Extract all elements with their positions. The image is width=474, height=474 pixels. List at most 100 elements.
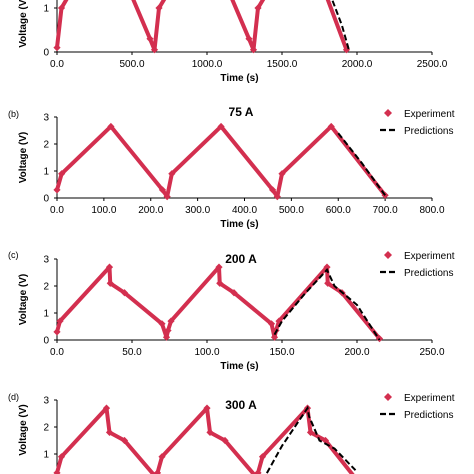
y-tick-label: 0 (43, 336, 49, 347)
data-point (306, 428, 315, 436)
chart-panel-1: 0 1 2 3 0.0 100.0 200.0 300.0 400.0 500.0 600.0 700… (8, 105, 455, 230)
x-tick-label: 500.0 (119, 59, 144, 70)
x-axis-label: Time (s) (220, 361, 258, 372)
y-tick-label: 2 (43, 140, 49, 151)
data-point (273, 193, 281, 201)
data-point (324, 279, 332, 287)
data-point (158, 320, 166, 328)
data-point (102, 404, 111, 412)
x-tick-label: 200.0 (138, 205, 163, 216)
data-point (321, 436, 330, 445)
legend-entry: Experiment (404, 393, 455, 404)
data-point (163, 193, 171, 201)
series-predictions-line (265, 405, 357, 474)
data-point (168, 170, 176, 178)
data-point (150, 46, 159, 54)
data-point (203, 404, 211, 412)
y-tick-label: 1 (43, 167, 49, 178)
panel-title: 75 A (229, 105, 254, 119)
data-point (155, 4, 163, 12)
series-predictions-line (331, 0, 351, 53)
data-point (146, 35, 154, 43)
data-point (107, 122, 115, 131)
series-experiment-line (55, 124, 387, 199)
x-tick-label: 1500.0 (267, 59, 298, 70)
y-tick-label: 3 (43, 255, 49, 266)
data-point (53, 186, 61, 194)
legend-entry: Predictions (404, 126, 453, 137)
data-point (120, 289, 129, 297)
data-point (153, 469, 162, 474)
y-tick-label: 0 (43, 48, 49, 59)
y-tick-label: 2 (43, 423, 49, 434)
data-point (106, 279, 114, 287)
x-tick-label: 0.0 (50, 59, 64, 70)
x-tick-label: 500.0 (279, 205, 304, 216)
y-tick-label: 1 (43, 4, 49, 15)
y-tick-label: 1 (43, 309, 49, 320)
data-point (216, 279, 224, 287)
data-point (53, 328, 61, 336)
x-tick-label: 2500.0 (417, 59, 448, 70)
data-point (57, 4, 66, 12)
data-point (278, 170, 286, 178)
x-tick-label: 200.0 (344, 347, 369, 358)
data-point (254, 469, 262, 474)
chart-panel-3: 1 2 3 Voltage (V) (d) 300 A Experiment Predicti… (8, 392, 455, 474)
x-tick-label: 100.0 (194, 347, 219, 358)
series-experiment-line (55, 265, 382, 340)
series-experiment-line (55, 0, 349, 52)
legend-entry: Predictions (404, 410, 453, 421)
legend-marker-experiment (384, 251, 392, 259)
data-point (269, 186, 277, 194)
data-point (206, 428, 214, 436)
data-point (245, 35, 253, 43)
x-axis-label: Time (s) (220, 73, 258, 84)
data-point (230, 289, 238, 297)
x-tick-label: 2000.0 (342, 59, 373, 70)
data-point (57, 453, 66, 461)
legend-entry: Experiment (404, 109, 455, 120)
x-tick-label: 0.0 (50, 205, 64, 216)
plot-area (53, 122, 389, 201)
y-tick-label: 1 (43, 450, 49, 461)
y-axis-label: Voltage (V) (18, 132, 29, 183)
legend-marker-experiment (384, 109, 392, 117)
data-point (53, 44, 61, 52)
legend-marker-experiment (384, 393, 392, 401)
data-point (158, 186, 167, 194)
data-point (56, 317, 64, 325)
x-tick-label: 700.0 (373, 205, 398, 216)
x-tick-label: 250.0 (419, 347, 444, 358)
data-point (158, 453, 166, 461)
y-axis-label: Voltage (V) (18, 0, 29, 48)
y-tick-label: 2 (43, 282, 49, 293)
y-axis-label: Voltage (V) (18, 404, 29, 455)
y-axis-label: Voltage (V) (18, 274, 29, 325)
x-tick-label: 800.0 (419, 205, 444, 216)
data-point (215, 263, 223, 271)
x-tick-label: 400.0 (232, 205, 257, 216)
data-point (53, 469, 61, 474)
panel-title: 200 A (225, 252, 257, 266)
data-point (323, 263, 331, 271)
x-tick-label: 0.0 (50, 347, 64, 358)
x-tick-label: 1000.0 (192, 59, 223, 70)
data-point (120, 436, 129, 445)
data-point (327, 122, 335, 131)
data-point (58, 170, 66, 178)
x-tick-label: 600.0 (326, 205, 351, 216)
chart-panel-0: 0 1 0.0 500.0 1000.0 1500.0 2000.0 2500.0 Time (… (18, 0, 448, 84)
data-point (270, 333, 279, 341)
panel-label: (c) (8, 250, 19, 260)
y-tick-label: 0 (43, 194, 49, 205)
data-point (217, 122, 225, 131)
data-point (249, 46, 258, 54)
plot-area (53, 263, 384, 343)
x-tick-label: 150.0 (269, 347, 294, 358)
data-point (221, 436, 229, 445)
panel-label: (d) (8, 392, 19, 402)
data-point (164, 326, 172, 335)
legend-entry: Predictions (404, 268, 453, 279)
x-axis-label: Time (s) (220, 219, 258, 230)
